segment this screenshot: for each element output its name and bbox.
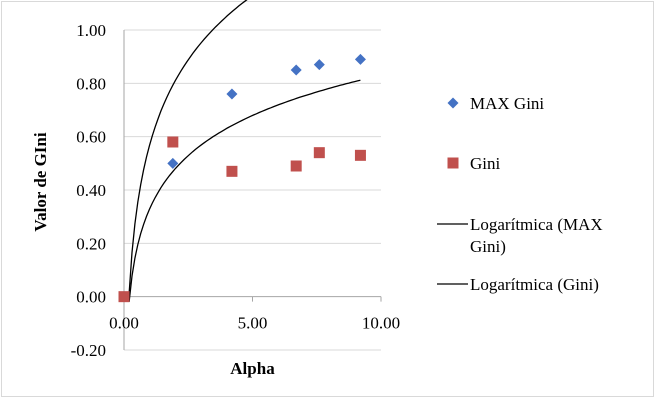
max-gini-point [313, 59, 325, 71]
x-tick-label: 10.00 [362, 314, 400, 333]
y-tick-label: 0.80 [76, 74, 106, 93]
gini-point [354, 149, 366, 161]
gini-point [290, 160, 302, 172]
max-gini-point [226, 88, 238, 100]
trendlines [128, 0, 361, 302]
gini-point [167, 136, 179, 148]
gridlines [124, 29, 381, 351]
y-tick-label: 0.20 [76, 234, 106, 253]
y-tick-label: 1.00 [76, 21, 106, 40]
y-tick-label: 0.00 [76, 288, 106, 307]
max-gini-point [354, 53, 366, 65]
gini-point [313, 147, 325, 159]
tick-labels: -0.200.000.200.400.600.801.000.00 5.00 10.… [71, 21, 401, 360]
y-axis-title: Valor de GIni [31, 132, 50, 231]
y-tick-label: 0.60 [76, 128, 106, 147]
legend-label: MAX Gini [470, 94, 544, 113]
x-axis-title: Alpha [230, 359, 275, 378]
data-markers [118, 53, 366, 303]
x-tick-label: 0.00 [109, 314, 139, 333]
max-gini-point [167, 157, 179, 169]
y-tick-label: 0.40 [76, 181, 106, 200]
legend-label: Gini [470, 154, 501, 173]
legend-square-icon [447, 157, 459, 169]
legend-label: Logarítmica (MAX [470, 215, 603, 234]
gini-point [226, 165, 238, 177]
x-tick-label: 5.00 [238, 314, 268, 333]
trendline [128, 79, 361, 302]
legend-label: Logarítmica (Gini) [470, 275, 599, 294]
y-tick-label: -0.20 [71, 341, 106, 360]
gini-point [118, 291, 130, 303]
legend-label: Gini) [470, 237, 506, 256]
max-gini-point [290, 64, 302, 76]
legend-diamond-icon [447, 97, 459, 109]
trendline [128, 0, 248, 294]
legend: MAX Gini Gini Logarítmica (MAX Gini) Logarít… [437, 94, 603, 294]
